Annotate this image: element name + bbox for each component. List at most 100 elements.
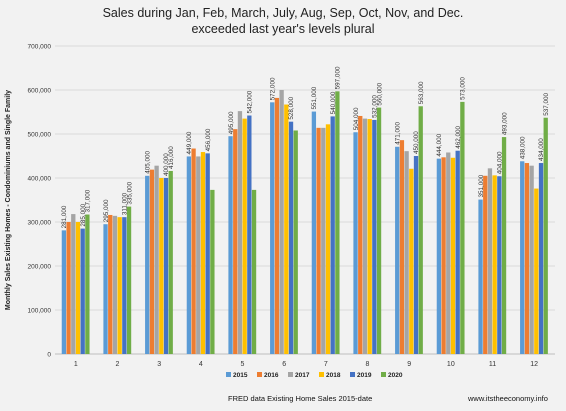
x-tick-label: 12: [530, 361, 538, 368]
bar-2016-12: [524, 163, 530, 354]
x-tick-label: 7: [324, 361, 328, 368]
bar-2018-6: [284, 104, 289, 355]
data-label: 495,000: [228, 111, 235, 134]
legend-label-2015: 2015: [233, 372, 248, 379]
bar-2019-9: [413, 156, 419, 354]
data-label: 540,000: [330, 91, 337, 114]
bar-2015-6: [270, 102, 275, 354]
bar-2020-8: [376, 107, 382, 354]
data-label: 400,000: [163, 153, 170, 176]
bar-2017-6: [279, 90, 284, 354]
y-tick-label: 200,000: [28, 264, 52, 271]
bar-2018-10: [450, 157, 456, 354]
legend-swatch-2018: [319, 372, 324, 377]
bar-2018-4: [200, 152, 206, 354]
y-tick-label: 500,000: [28, 132, 52, 139]
data-label: 456,000: [205, 128, 212, 151]
bar-2020-1: [85, 214, 90, 354]
bar-2016-8: [358, 115, 363, 355]
bar-2017-7: [321, 127, 326, 354]
x-tick-label: 8: [366, 361, 370, 368]
bar-2020-9: [418, 106, 423, 354]
website-credit: www.itstheeconomy.info: [468, 394, 548, 403]
data-label: 438,000: [519, 136, 526, 159]
bar-2018-1: [75, 222, 81, 354]
data-label: 317,000: [85, 189, 92, 212]
x-tick-label: 3: [157, 361, 161, 368]
data-label: 504,000: [353, 107, 360, 130]
bar-2015-4: [186, 156, 192, 354]
bar-2019-11: [497, 176, 502, 354]
bar-2017-12: [529, 165, 534, 354]
bar-2020-3: [168, 170, 173, 354]
bar-2016-5: [233, 129, 238, 354]
data-label: 493,000: [501, 112, 508, 135]
bar-2015-10: [436, 158, 442, 354]
bar-2017-5: [237, 111, 243, 355]
bar-2016-11: [483, 175, 488, 354]
bar-2017-11: [487, 168, 493, 354]
data-label: 311,000: [122, 192, 129, 215]
bar-2018-12: [534, 188, 539, 354]
bar-2018-2: [117, 217, 122, 354]
data-label: 528,000: [288, 96, 295, 119]
x-tick-label: 9: [407, 361, 411, 368]
bar-2016-6: [274, 97, 280, 355]
data-label: 285,000: [80, 203, 87, 226]
bar-2019-12: [538, 163, 544, 354]
bar-2015-2: [103, 224, 108, 354]
y-tick-label: 300,000: [28, 220, 52, 227]
legend-swatch-2015: [226, 372, 231, 377]
data-label: 542,000: [247, 90, 254, 113]
bar-2015-9: [395, 146, 400, 354]
x-tick-label: 10: [447, 361, 455, 368]
legend-label-2018: 2018: [326, 372, 341, 379]
bar-2019-8: [372, 119, 377, 354]
data-label: 404,000: [497, 151, 504, 174]
data-label: 295,000: [103, 199, 110, 222]
bar-2015-12: [520, 161, 525, 354]
data-label: 351,000: [478, 174, 485, 197]
bar-2019-6: [288, 121, 294, 355]
bar-2019-10: [455, 150, 460, 354]
bar-2017-1: [71, 214, 76, 354]
y-tick-label: 100,000: [28, 308, 52, 315]
legend-swatch-2019: [350, 372, 355, 377]
bar-2020-11: [501, 137, 507, 354]
bar-2016-10: [441, 157, 446, 354]
data-label: 573,000: [460, 77, 467, 100]
bar-2017-8: [362, 118, 368, 354]
bar-2017-2: [112, 215, 118, 354]
bar-2019-2: [122, 217, 127, 354]
bar-2020-4: [210, 189, 215, 354]
bar-2017-9: [404, 151, 409, 354]
bar-2018-3: [159, 178, 164, 354]
bar-2018-7: [325, 124, 331, 354]
data-label: 560,000: [376, 82, 383, 105]
data-label: 281,000: [61, 205, 68, 228]
data-label: 563,000: [418, 81, 425, 104]
bar-2018-9: [409, 168, 414, 354]
bar-2017-3: [154, 165, 159, 354]
bar-2019-5: [247, 115, 252, 355]
bar-2017-4: [196, 156, 201, 354]
data-label: 471,000: [394, 122, 401, 145]
legend-label-2017: 2017: [295, 372, 310, 379]
data-label: 434,000: [538, 138, 545, 161]
x-tick-label: 4: [199, 361, 203, 368]
data-label: 597,000: [335, 66, 342, 89]
y-tick-label: 600,000: [28, 88, 52, 95]
bar-2019-3: [163, 178, 169, 354]
bar-2020-5: [251, 189, 257, 354]
data-label: 405,000: [144, 151, 151, 174]
legend-swatch-2020: [381, 372, 386, 377]
bar-2020-12: [543, 117, 548, 354]
legend-swatch-2017: [288, 372, 293, 377]
bar-2018-8: [367, 119, 372, 354]
chart-title-line-2: exceeded last year's levels plural: [191, 22, 375, 36]
data-label: 335,000: [126, 181, 133, 204]
bar-2016-4: [191, 148, 196, 354]
y-tick-label: 0: [47, 352, 51, 359]
bar-2015-8: [353, 132, 358, 354]
data-label: 444,000: [436, 133, 443, 156]
